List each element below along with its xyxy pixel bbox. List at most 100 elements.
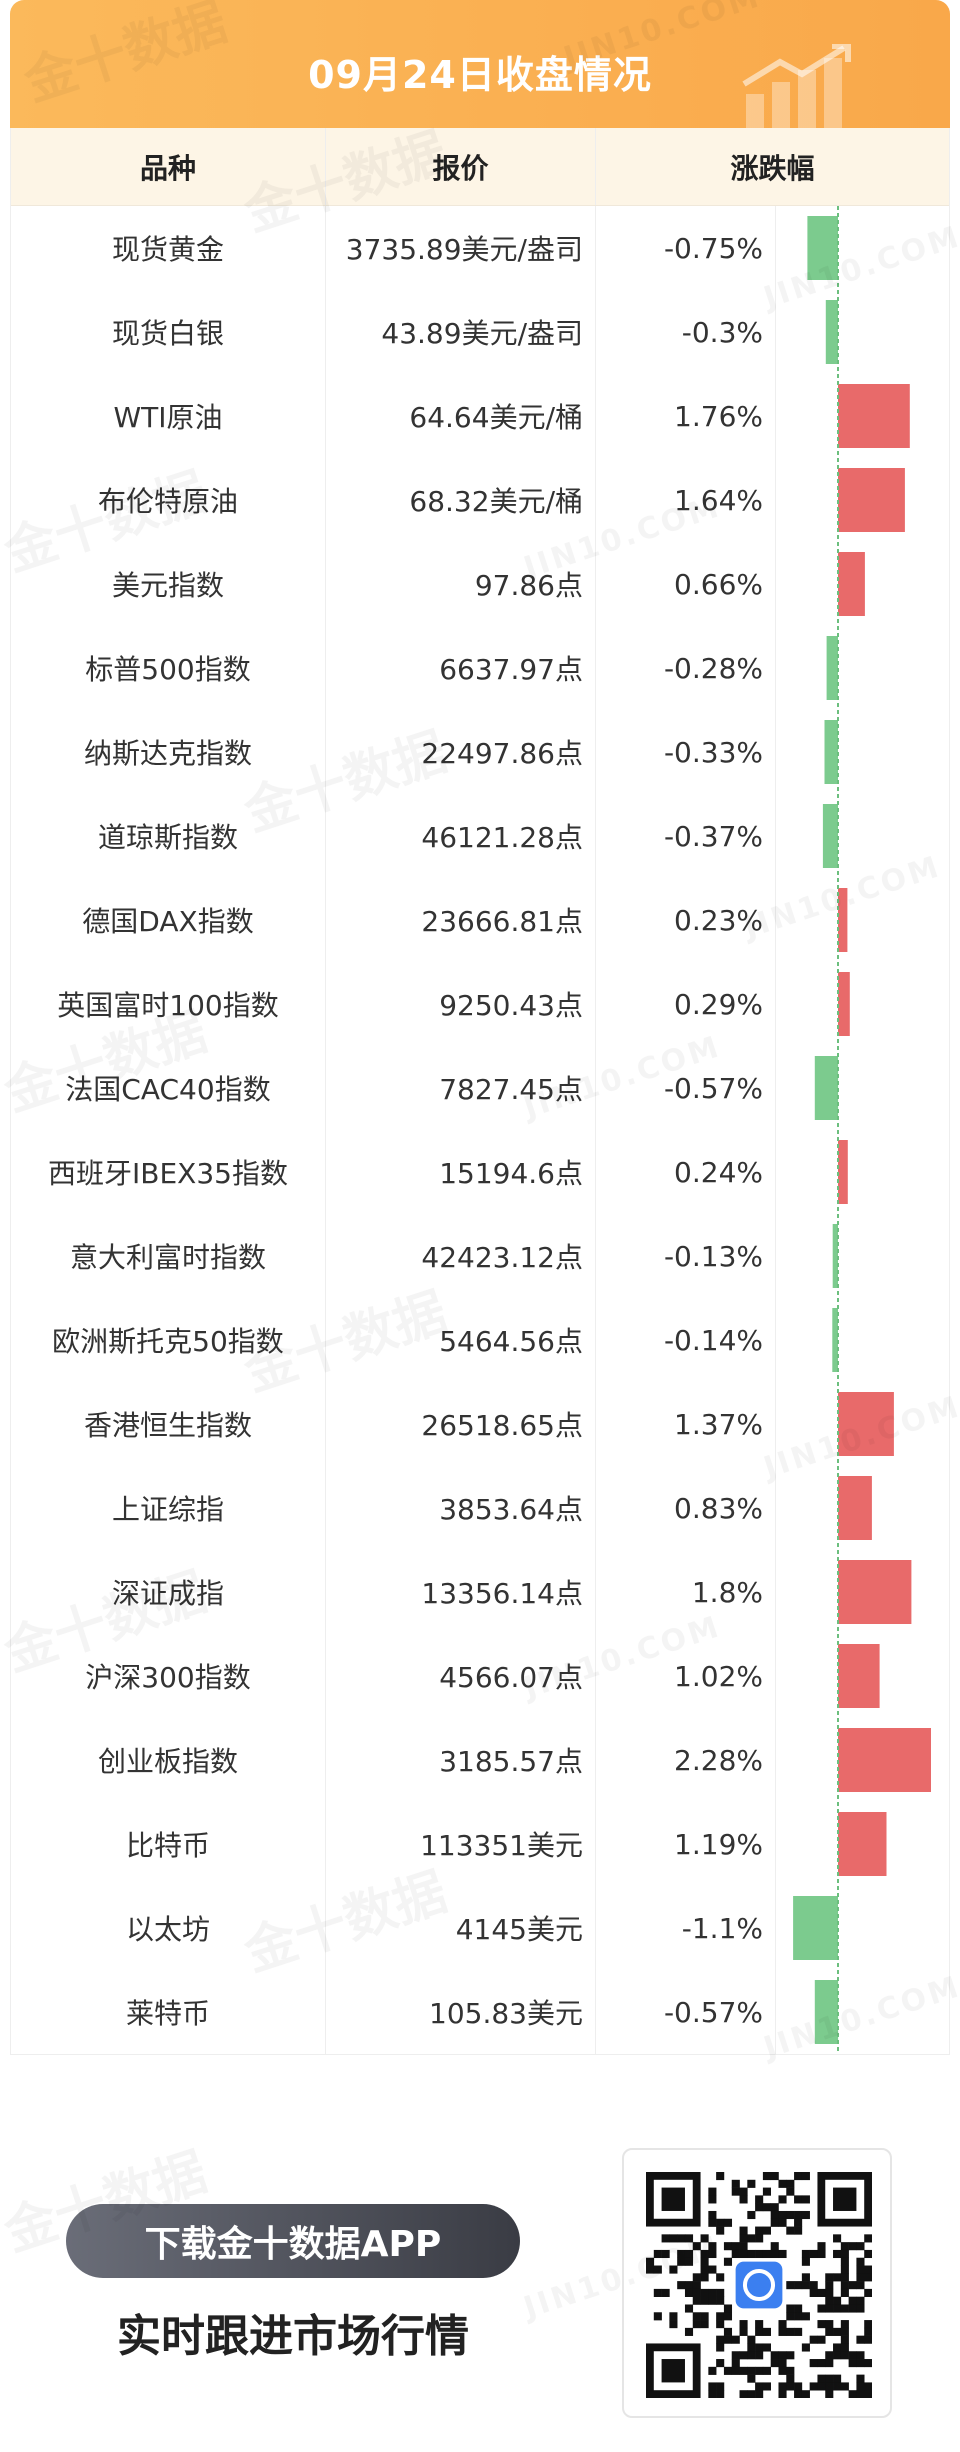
change-bar bbox=[814, 1980, 839, 2044]
change-bar bbox=[838, 1140, 848, 1204]
instrument-price: 3853.64点 bbox=[326, 1466, 596, 1550]
instrument-change: 1.76% bbox=[596, 374, 776, 458]
instrument-name: 英国富时100指数 bbox=[11, 962, 326, 1046]
instrument-price: 105.83美元 bbox=[326, 1970, 596, 2054]
table-row: 沪深300指数 4566.07点 1.02% bbox=[11, 1634, 949, 1718]
instrument-price: 13356.14点 bbox=[326, 1550, 596, 1634]
table-row: 比特币 113351美元 1.19% bbox=[11, 1802, 949, 1886]
change-bar bbox=[838, 552, 865, 616]
quote-panel: 09月24日收盘情况 品种 报价 涨跌幅 现货黄金 3735.89美元/盎司 -0.… bbox=[10, 0, 950, 2055]
instrument-price: 26518.65点 bbox=[326, 1382, 596, 1466]
instrument-price: 5464.56点 bbox=[326, 1298, 596, 1382]
instrument-change: 0.24% bbox=[596, 1130, 776, 1214]
table-row: 道琼斯指数 46121.28点 -0.37% bbox=[11, 794, 949, 878]
instrument-price: 23666.81点 bbox=[326, 878, 596, 962]
table-row: 深证成指 13356.14点 1.8% bbox=[11, 1550, 949, 1634]
instrument-price: 46121.28点 bbox=[326, 794, 596, 878]
instrument-name: 法国CAC40指数 bbox=[11, 1046, 326, 1130]
footer: 下载金十数据APP 实时跟进市场行情 bbox=[0, 2060, 960, 2452]
instrument-change: -0.3% bbox=[596, 290, 776, 374]
instrument-change: -0.75% bbox=[596, 206, 776, 290]
instrument-change: -0.57% bbox=[596, 1046, 776, 1130]
change-bar bbox=[838, 972, 850, 1036]
table-row: 欧洲斯托克50指数 5464.56点 -0.14% bbox=[11, 1298, 949, 1382]
instrument-price: 6637.97点 bbox=[326, 626, 596, 710]
instrument-change: -0.14% bbox=[596, 1298, 776, 1382]
change-bar bbox=[832, 1224, 838, 1288]
instrument-name: 以太坊 bbox=[11, 1886, 326, 1970]
table-header: 品种 报价 涨跌幅 bbox=[11, 128, 949, 206]
instrument-name: 深证成指 bbox=[11, 1550, 326, 1634]
instrument-change: 0.29% bbox=[596, 962, 776, 1046]
change-bar bbox=[832, 1308, 838, 1372]
change-bar bbox=[838, 1476, 872, 1540]
table-row: 西班牙IBEX35指数 15194.6点 0.24% bbox=[11, 1130, 949, 1214]
instrument-price: 15194.6点 bbox=[326, 1130, 596, 1214]
instrument-price: 42423.12点 bbox=[326, 1214, 596, 1298]
table-row: 英国富时100指数 9250.43点 0.29% bbox=[11, 962, 949, 1046]
table-row: 布伦特原油 68.32美元/桶 1.64% bbox=[11, 458, 949, 542]
instrument-change: -0.57% bbox=[596, 1970, 776, 2054]
change-bar bbox=[822, 804, 838, 868]
table-row: 现货黄金 3735.89美元/盎司 -0.75% bbox=[11, 206, 949, 290]
instrument-name: 沪深300指数 bbox=[11, 1634, 326, 1718]
instrument-change: 0.66% bbox=[596, 542, 776, 626]
instrument-name: 道琼斯指数 bbox=[11, 794, 326, 878]
change-bar bbox=[838, 1812, 887, 1876]
change-bar bbox=[838, 1644, 880, 1708]
instrument-name: 美元指数 bbox=[11, 542, 326, 626]
rising-chart-icon bbox=[742, 44, 851, 128]
qr-code bbox=[622, 2148, 892, 2418]
instrument-price: 3735.89美元/盎司 bbox=[326, 206, 596, 290]
instrument-change: 2.28% bbox=[596, 1718, 776, 1802]
change-bar bbox=[838, 888, 848, 952]
instrument-name: 纳斯达克指数 bbox=[11, 710, 326, 794]
table-row: 标普500指数 6637.97点 -0.28% bbox=[11, 626, 949, 710]
table-row: 纳斯达克指数 22497.86点 -0.33% bbox=[11, 710, 949, 794]
table-row: 美元指数 97.86点 0.66% bbox=[11, 542, 949, 626]
page-title: 09月24日收盘情况 bbox=[308, 53, 652, 97]
table-row: 德国DAX指数 23666.81点 0.23% bbox=[11, 878, 949, 962]
table-row: 意大利富时指数 42423.12点 -0.13% bbox=[11, 1214, 949, 1298]
download-app-button[interactable]: 下载金十数据APP bbox=[66, 2204, 520, 2278]
instrument-change: 1.37% bbox=[596, 1382, 776, 1466]
change-bar bbox=[838, 1392, 894, 1456]
column-header-price: 报价 bbox=[326, 128, 596, 205]
change-bar bbox=[838, 468, 905, 532]
instrument-change: 1.02% bbox=[596, 1634, 776, 1718]
table-body: 现货黄金 3735.89美元/盎司 -0.75% 现货白银 43.89美元/盎司 -0.3… bbox=[11, 206, 949, 2054]
instrument-price: 9250.43点 bbox=[326, 962, 596, 1046]
change-bar bbox=[825, 300, 838, 364]
change-bar bbox=[807, 216, 838, 280]
table-row: WTI原油 64.64美元/桶 1.76% bbox=[11, 374, 949, 458]
instrument-name: 现货黄金 bbox=[11, 206, 326, 290]
qr-code-icon bbox=[646, 2172, 872, 2398]
table-row: 创业板指数 3185.57点 2.28% bbox=[11, 1718, 949, 1802]
instrument-change: 1.64% bbox=[596, 458, 776, 542]
instrument-name: 莱特币 bbox=[11, 1970, 326, 2054]
table-row: 香港恒生指数 26518.65点 1.37% bbox=[11, 1382, 949, 1466]
table-row: 上证综指 3853.64点 0.83% bbox=[11, 1466, 949, 1550]
instrument-price: 7827.45点 bbox=[326, 1046, 596, 1130]
change-bar bbox=[824, 720, 838, 784]
table-row: 现货白银 43.89美元/盎司 -0.3% bbox=[11, 290, 949, 374]
instrument-name: WTI原油 bbox=[11, 374, 326, 458]
instrument-change: 0.23% bbox=[596, 878, 776, 962]
instrument-name: 布伦特原油 bbox=[11, 458, 326, 542]
change-bar bbox=[826, 636, 838, 700]
instrument-name: 意大利富时指数 bbox=[11, 1214, 326, 1298]
change-bar-chart bbox=[793, 206, 931, 2054]
column-header-change: 涨跌幅 bbox=[730, 151, 815, 185]
instrument-change: 0.83% bbox=[596, 1466, 776, 1550]
instrument-price: 64.64美元/桶 bbox=[326, 374, 596, 458]
instrument-price: 3185.57点 bbox=[326, 1718, 596, 1802]
table-row: 法国CAC40指数 7827.45点 -0.57% bbox=[11, 1046, 949, 1130]
table-row: 以太坊 4145美元 -1.1% bbox=[11, 1886, 949, 1970]
instrument-price: 113351美元 bbox=[326, 1802, 596, 1886]
table-row: 莱特币 105.83美元 -0.57% bbox=[11, 1970, 949, 2054]
instrument-price: 97.86点 bbox=[326, 542, 596, 626]
instrument-change: -1.1% bbox=[596, 1886, 776, 1970]
instrument-name: 西班牙IBEX35指数 bbox=[11, 1130, 326, 1214]
instrument-name: 德国DAX指数 bbox=[11, 878, 326, 962]
change-bar bbox=[814, 1056, 839, 1120]
